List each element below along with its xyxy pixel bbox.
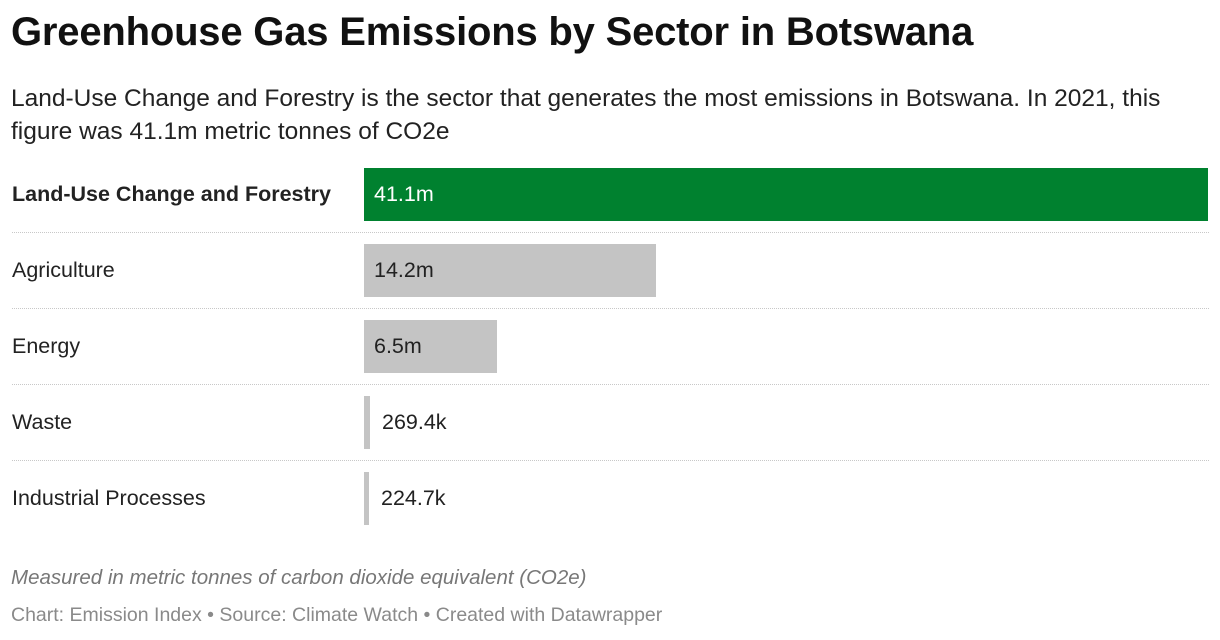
bar-row: Land-Use Change and Forestry 41.1m: [0, 160, 1220, 236]
bar-row: Waste 269.4k: [0, 388, 1220, 464]
bar-value-label: 269.4k: [382, 410, 447, 434]
category-label: Agriculture: [12, 258, 115, 282]
bar: [364, 472, 369, 525]
category-label: Land-Use Change and Forestry: [12, 182, 331, 206]
category-label: Energy: [12, 334, 81, 358]
bar: [364, 320, 497, 373]
chart-note: Measured in metric tonnes of carbon diox…: [11, 566, 587, 589]
category-label: Industrial Processes: [12, 486, 206, 510]
chart-subtitle: Land-Use Change and Forestry is the sect…: [11, 85, 1161, 145]
bar: [364, 244, 656, 297]
bar-row: Energy 6.5m: [0, 312, 1220, 388]
chart-credits: Chart: Emission Index • Source: Climate …: [11, 604, 663, 626]
row-divider: [12, 308, 1209, 309]
bar-row: Industrial Processes 224.7k: [0, 464, 1220, 540]
chart-title: Greenhouse Gas Emissions by Sector in Bo…: [11, 10, 974, 54]
row-divider: [12, 384, 1209, 385]
bar-row: Agriculture 14.2m: [0, 236, 1220, 312]
bar-chart: Land-Use Change and Forestry 41.1m Agricul…: [0, 160, 1220, 540]
bar: [364, 396, 370, 449]
bar: [364, 168, 1208, 221]
bar-value-label: 224.7k: [381, 486, 446, 510]
row-divider: [12, 460, 1209, 461]
bar-value-label: 14.2m: [374, 258, 434, 282]
bar-value-label: 41.1m: [374, 182, 434, 206]
bar-value-label: 6.5m: [374, 334, 422, 358]
row-divider: [12, 232, 1209, 233]
category-label: Waste: [12, 410, 73, 434]
